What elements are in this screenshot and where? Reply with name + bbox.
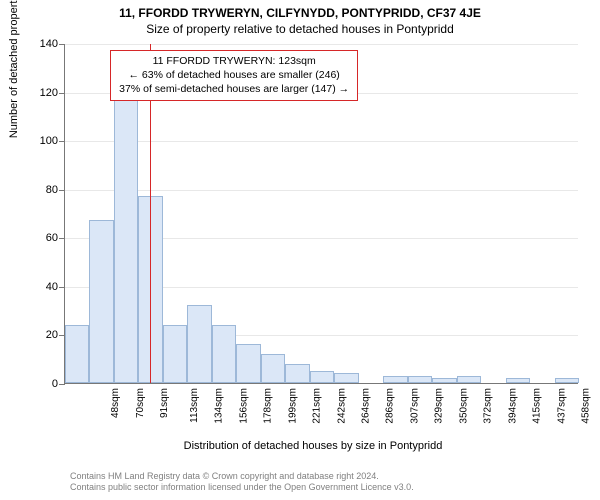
x-tick-label: 48sqm [110,388,121,418]
y-tick [59,287,65,288]
y-tick [59,384,65,385]
x-tick-label: 286sqm [385,388,396,424]
x-tick-label: 372sqm [483,388,494,424]
x-tick-label: 70sqm [135,388,146,418]
gridline [65,44,578,45]
chart: Number of detached properties 11 FFORDD … [48,44,578,412]
histogram-bar [212,325,236,383]
histogram-bar [408,376,432,383]
x-tick-label: 199sqm [287,388,298,424]
annotation-line: 37% of semi-detached houses are larger (… [119,82,349,96]
y-tick-label: 120 [30,87,58,99]
subtitle: Size of property relative to detached ho… [0,22,600,36]
x-tick-label: 134sqm [214,388,225,424]
footer-line-2: Contains public sector information licen… [70,482,414,494]
x-tick-label: 329sqm [434,388,445,424]
x-tick-label: 156sqm [238,388,249,424]
histogram-bar [383,376,407,383]
x-tick-label: 221sqm [312,388,323,424]
y-tick-label: 0 [30,378,58,390]
histogram-bar [432,378,456,383]
y-tick [59,238,65,239]
histogram-bar [114,99,138,383]
histogram-bar [89,220,113,383]
y-tick-label: 20 [30,329,58,341]
histogram-bar [310,371,334,383]
histogram-bar [236,344,260,383]
title-area: 11, FFORDD TRYWERYN, CILFYNYDD, PONTYPRI… [0,0,600,36]
y-tick-label: 100 [30,135,58,147]
annotation-line: ← 63% of detached houses are smaller (24… [119,68,349,82]
annotation-line: 11 FFORDD TRYWERYN: 123sqm [119,54,349,68]
x-axis-title: Distribution of detached houses by size … [48,440,578,452]
x-tick-label: 113sqm [189,388,200,423]
plot-area: 11 FFORDD TRYWERYN: 123sqm← 63% of detac… [64,44,578,384]
footer-line-1: Contains HM Land Registry data © Crown c… [70,471,414,483]
histogram-bar [163,325,187,383]
y-tick [59,141,65,142]
y-axis-title: Number of detached properties [8,0,20,138]
y-tick [59,93,65,94]
x-tick-label: 264sqm [361,388,372,424]
y-tick [59,190,65,191]
page-title: 11, FFORDD TRYWERYN, CILFYNYDD, PONTYPRI… [0,6,600,20]
footer: Contains HM Land Registry data © Crown c… [70,471,414,494]
x-tick-label: 178sqm [263,388,274,424]
x-tick-label: 394sqm [507,388,518,424]
x-tick-label: 350sqm [458,388,469,424]
y-tick-label: 140 [30,38,58,50]
histogram-bar [506,378,530,383]
x-tick-label: 91sqm [159,388,170,418]
histogram-bar [187,305,211,383]
gridline [65,141,578,142]
y-tick [59,44,65,45]
histogram-bar [555,378,579,383]
x-tick-label: 458sqm [581,388,592,424]
y-tick-label: 40 [30,281,58,293]
histogram-bar [261,354,285,383]
gridline [65,190,578,191]
histogram-bar [457,376,481,383]
x-tick-label: 415sqm [532,388,543,424]
annotation-box: 11 FFORDD TRYWERYN: 123sqm← 63% of detac… [110,50,358,101]
x-tick-label: 307sqm [410,388,421,424]
histogram-bar [285,364,309,383]
histogram-bar [334,373,358,383]
y-tick-label: 60 [30,232,58,244]
x-tick-label: 437sqm [556,388,567,424]
histogram-bar [65,325,89,383]
x-tick-label: 242sqm [336,388,347,424]
y-tick-label: 80 [30,184,58,196]
